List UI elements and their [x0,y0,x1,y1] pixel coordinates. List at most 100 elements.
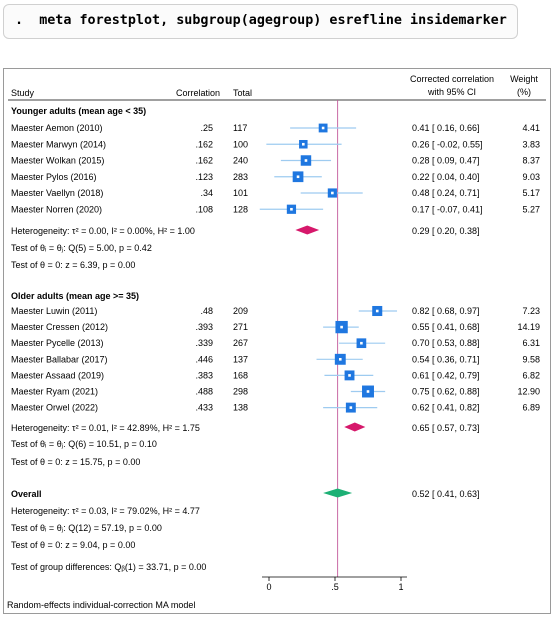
study-weight: 6.82 [522,370,540,380]
study-row: Maester Marwyn (2014) .162 100 0.26 [ -0.02… [11,139,540,149]
study-correlation: .339 [195,338,213,348]
study-name: Maester Wolkan (2015) [11,156,104,166]
study-marker-center [375,309,379,313]
study-weight: 12.90 [517,387,540,397]
study-row: Maester Pylos (2016) .123 283 0.22 [ 0.04, … [11,171,540,183]
study-weight: 6.31 [522,338,540,348]
group1-title: Younger adults (mean age < 35) [11,106,146,116]
study-total: 138 [233,403,248,413]
overall-pooled-diamond [323,488,353,498]
study-marker-center [290,207,293,211]
header-weight-line1: Weight [510,74,538,84]
study-total: 128 [233,204,248,214]
study-weight: 9.03 [522,172,540,182]
study-name: Maester Ryam (2021) [11,387,98,397]
group2-pooled-ci: 0.65 [ 0.57, 0.73] [412,423,480,433]
study-correlation: .108 [195,204,213,214]
study-ci: 0.54 [ 0.36, 0.71] [412,354,480,364]
group2-pooled-diamond [344,422,366,432]
overall-heterogeneity: Heterogeneity: τ² = 0.03, I² = 79.02%, H… [11,506,200,516]
group1-z-test: Test of θ = 0: z = 6.39, p = 0.00 [11,260,135,270]
study-marker-center [366,390,370,393]
study-weight: 6.89 [522,403,540,413]
study-marker-center [296,175,300,179]
study-ci: 0.55 [ 0.41, 0.68] [412,322,480,332]
study-name: Maester Cressen (2012) [11,322,108,332]
group-differences-test: Test of group differences: Qᵦ(1) = 33.71… [11,562,206,572]
group2-study-rows: Maester Luwin (2011) .48 209 0.82 [ 0.68, 0… [11,305,540,413]
study-row: Maester Wolkan (2015) .162 240 0.28 [ 0.09,… [11,155,540,166]
study-total: 283 [233,172,248,182]
header-correlation: Correlation [176,88,220,98]
group2-heterogeneity: Heterogeneity: τ² = 0.01, I² = 42.89%, H… [11,423,200,433]
study-row: Maester Cressen (2012) .393 271 0.55 [ 0.41… [11,320,540,334]
forest-plot-svg: Study Correlation Total Corrected correl… [7,74,546,610]
study-name: Maester Vaellyn (2018) [11,188,103,198]
x-axis: 0.5 1 [262,576,407,592]
study-weight: 8.37 [522,156,540,166]
study-marker-center [348,374,351,377]
command-text: . meta forestplot, subgroup(agegroup) es… [15,13,507,28]
study-correlation: .48 [200,306,213,316]
group1-q-test: Test of θᵢ = θⱼ: Q(5) = 5.00, p = 0.42 [11,243,152,253]
group2-z-test: Test of θ = 0: z = 15.75, p = 0.00 [11,457,140,467]
study-name: Maester Luwin (2011) [11,306,97,316]
study-weight: 14.19 [517,322,540,332]
study-ci: 0.75 [ 0.62, 0.88] [412,387,480,397]
study-name: Maester Norren (2020) [11,204,102,214]
header-ci-line1: Corrected correlation [410,74,494,84]
study-name: Maester Pylos (2016) [11,172,97,182]
header-total: Total [233,88,252,98]
study-total: 168 [233,370,248,380]
study-ci: 0.70 [ 0.53, 0.88] [412,338,480,348]
study-correlation: .162 [195,156,213,166]
study-marker-center [338,358,342,361]
group1-heterogeneity: Heterogeneity: τ² = 0.00, I² = 0.00%, H²… [11,226,195,236]
study-ci: 0.17 [ -0.07, 0.41] [412,204,483,214]
x-axis-tick-label: .5 [331,582,339,592]
study-correlation: .162 [195,139,213,149]
overall-z-test: Test of θ = 0: z = 9.04, p = 0.00 [11,540,135,550]
study-marker-center [304,159,308,162]
study-correlation: .433 [195,403,213,413]
study-name: Maester Aemon (2010) [11,123,103,133]
study-total: 240 [233,156,248,166]
study-row: Maester Ryam (2021) .488 298 0.75 [ 0.62, 0… [11,385,540,398]
command-prompt: . [15,13,24,28]
group1-pooled-diamond [295,225,320,235]
study-ci: 0.22 [ 0.04, 0.40] [412,172,480,182]
study-name: Maester Orwel (2022) [11,403,98,413]
study-weight: 5.17 [522,188,540,198]
study-ci: 0.28 [ 0.09, 0.47] [412,156,480,166]
x-axis-tick-label: 1 [398,582,403,592]
header-weight-line2: (%) [517,87,531,97]
study-correlation: .488 [195,387,213,397]
overall-ci: 0.52 [ 0.41, 0.63] [412,489,480,499]
study-correlation: .34 [200,188,213,198]
study-name: Maester Marwyn (2014) [11,139,106,149]
command-box: . meta forestplot, subgroup(agegroup) es… [3,4,518,39]
study-ci: 0.48 [ 0.24, 0.71] [412,188,480,198]
overall-q-test: Test of θᵢ = θⱼ: Q(12) = 57.19, p = 0.00 [11,523,162,533]
study-total: 267 [233,338,248,348]
study-correlation: .383 [195,370,213,380]
study-row: Maester Norren (2020) .108 128 0.17 [ -0.07… [11,204,540,214]
study-row: Maester Aemon (2010) .25 117 0.41 [ 0.16, 0… [11,123,540,133]
study-ci: 0.82 [ 0.68, 0.97] [412,306,480,316]
study-correlation: .25 [200,123,213,133]
group2-q-test: Test of θᵢ = θⱼ: Q(6) = 10.51, p = 0.10 [11,439,157,449]
study-row: Maester Vaellyn (2018) .34 101 0.48 [ 0.24,… [11,188,540,198]
study-correlation: .393 [195,322,213,332]
study-weight: 4.41 [522,123,540,133]
study-marker-center [321,126,325,130]
study-row: Maester Luwin (2011) .48 209 0.82 [ 0.68, 0… [11,305,540,317]
study-total: 209 [233,306,248,316]
study-marker-center [349,406,353,409]
study-ci: 0.61 [ 0.42, 0.79] [412,370,480,380]
study-total: 298 [233,387,248,397]
group1-pooled-ci: 0.29 [ 0.20, 0.38] [412,226,480,236]
overall-title: Overall [11,489,42,499]
study-row: Maester Assaad (2019) .383 168 0.61 [ 0.42,… [11,370,540,380]
study-total: 137 [233,354,248,364]
group2-title: Older adults (mean age >= 35) [11,291,139,301]
